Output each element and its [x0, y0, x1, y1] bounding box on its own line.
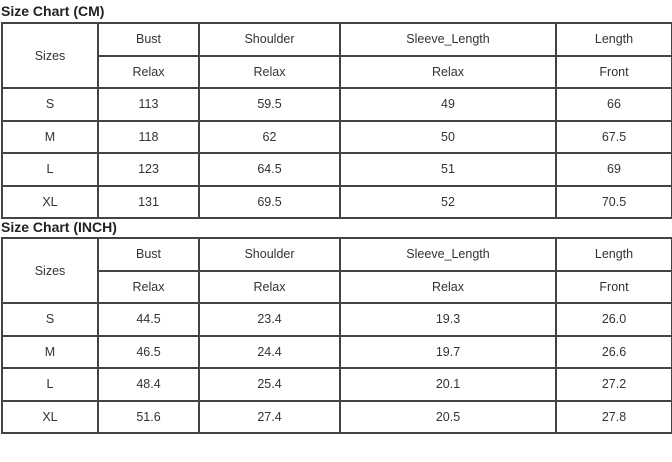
size-cell: L [1, 152, 99, 187]
value-cell: 66 [555, 87, 672, 122]
size-cell: M [1, 334, 99, 369]
table-row: S 44.5 23.4 19.3 26.0 [1, 302, 672, 337]
value-cell: 67.5 [555, 119, 672, 154]
size-cell: L [1, 367, 99, 402]
header-cell: Sleeve_Length [339, 22, 557, 57]
value-cell: 123 [97, 152, 200, 187]
value-cell: 49 [339, 87, 557, 122]
table-row: XL 131 69.5 52 70.5 [1, 184, 672, 219]
subheader-cell: Relax [198, 269, 341, 304]
size-cell: M [1, 119, 99, 154]
value-cell: 20.1 [339, 367, 557, 402]
size-cell: XL [1, 399, 99, 434]
value-cell: 26.0 [555, 302, 672, 337]
value-cell: 27.2 [555, 367, 672, 402]
subheader-cell: Relax [339, 54, 557, 89]
header-cell-sizes: Sizes [1, 237, 99, 304]
header-row: Sizes Bust Shoulder Sleeve_Length Length [1, 237, 672, 304]
subheader-cell: Relax [97, 269, 200, 304]
value-cell: 69 [555, 152, 672, 187]
value-cell: 27.4 [198, 399, 341, 434]
value-cell: 27.8 [555, 399, 672, 434]
size-table-cm: Sizes Bust Shoulder Sleeve_Length Length Rela… [1, 22, 672, 219]
value-cell: 48.4 [97, 367, 200, 402]
size-cell: XL [1, 184, 99, 219]
table-row: L 48.4 25.4 20.1 27.2 [1, 367, 672, 402]
header-cell: Length [555, 22, 672, 57]
value-cell: 51.6 [97, 399, 200, 434]
table-row: L 123 64.5 51 69 [1, 152, 672, 187]
value-cell: 131 [97, 184, 200, 219]
value-cell: 59.5 [198, 87, 341, 122]
header-cell: Bust [97, 22, 200, 57]
value-cell: 118 [97, 119, 200, 154]
value-cell: 64.5 [198, 152, 341, 187]
subheader-cell: Relax [97, 54, 200, 89]
header-cell-sizes: Sizes [1, 22, 99, 89]
value-cell: 69.5 [198, 184, 341, 219]
value-cell: 19.7 [339, 334, 557, 369]
header-row: Sizes Bust Shoulder Sleeve_Length Length [1, 22, 672, 89]
subheader-cell: Relax [198, 54, 341, 89]
value-cell: 24.4 [198, 334, 341, 369]
header-cell: Sleeve_Length [339, 237, 557, 272]
value-cell: 46.5 [97, 334, 200, 369]
header-cell: Length [555, 237, 672, 272]
subheader-row: Relax Relax Relax Front [2, 54, 672, 89]
size-cell: S [1, 87, 99, 122]
value-cell: 23.4 [198, 302, 341, 337]
value-cell: 20.5 [339, 399, 557, 434]
value-cell: 44.5 [97, 302, 200, 337]
subheader-row: Relax Relax Relax Front [2, 269, 672, 304]
table-row: M 46.5 24.4 19.7 26.6 [1, 334, 672, 369]
subheader-cell: Front [555, 54, 672, 89]
subheader-cell: Front [555, 269, 672, 304]
table-row: S 113 59.5 49 66 [1, 87, 672, 122]
value-cell: 113 [97, 87, 200, 122]
value-cell: 19.3 [339, 302, 557, 337]
header-cell: Bust [97, 237, 200, 272]
size-table-inch: Sizes Bust Shoulder Sleeve_Length Length Rela… [1, 237, 672, 434]
table-row: M 118 62 50 67.5 [1, 119, 672, 154]
size-chart-document: Size Chart (CM) Sizes Bust Shoulder Sleeve_L… [1, 3, 672, 434]
table-title: Size Chart (CM) [1, 3, 105, 19]
value-cell: 51 [339, 152, 557, 187]
subheader-cell: Relax [339, 269, 557, 304]
size-cell: S [1, 302, 99, 337]
value-cell: 26.6 [555, 334, 672, 369]
header-cell: Shoulder [198, 237, 341, 272]
value-cell: 70.5 [555, 184, 672, 219]
table-title: Size Chart (INCH) [1, 219, 117, 235]
header-cell: Shoulder [198, 22, 341, 57]
value-cell: 25.4 [198, 367, 341, 402]
value-cell: 52 [339, 184, 557, 219]
table-row: XL 51.6 27.4 20.5 27.8 [1, 399, 672, 434]
value-cell: 50 [339, 119, 557, 154]
value-cell: 62 [198, 119, 341, 154]
